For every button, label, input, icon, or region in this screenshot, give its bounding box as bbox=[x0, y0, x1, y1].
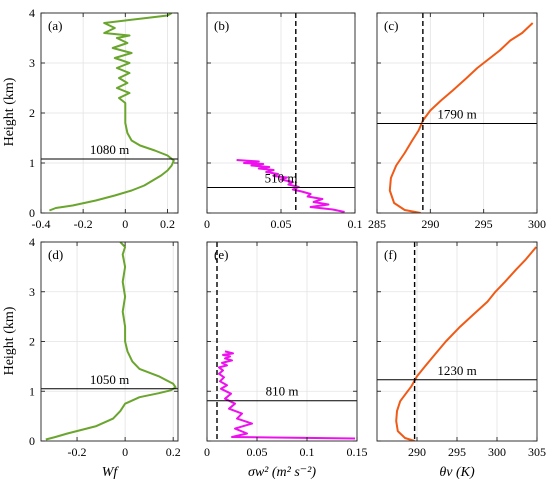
y-axis-label-top: Height (km) bbox=[2, 77, 17, 146]
height-label: 810 m bbox=[266, 384, 299, 399]
panel-f: 1230 m 290 295 300 305 (f) θv (K) bbox=[376, 241, 546, 480]
y-tick-label: 2 bbox=[29, 106, 35, 120]
x-tick-label: 295 bbox=[448, 445, 466, 459]
x-tick-label: 0 bbox=[122, 217, 128, 231]
x-tick-label: 0.2 bbox=[166, 445, 181, 459]
height-label: 1080 m bbox=[90, 142, 129, 157]
x-tick-label: 295 bbox=[475, 217, 493, 231]
series-line bbox=[388, 22, 534, 213]
panel-label: (b) bbox=[214, 18, 229, 33]
x-tick-label: 0.1 bbox=[348, 217, 363, 231]
y-tick-label: 1 bbox=[29, 156, 35, 170]
x-tick-label: 0 bbox=[204, 217, 210, 231]
x-tick-label: -0.4 bbox=[32, 217, 51, 231]
panel-label: (d) bbox=[48, 247, 63, 262]
y-tick-label: 3 bbox=[29, 56, 35, 70]
x-tick-label: 0 bbox=[122, 445, 128, 459]
x-tick-label: 300 bbox=[528, 217, 546, 231]
panel-label: (f) bbox=[384, 247, 397, 262]
height-label: 1230 m bbox=[437, 363, 476, 378]
x-tick-label: -0.2 bbox=[74, 217, 93, 231]
x-tick-label: 290 bbox=[408, 445, 426, 459]
x-tick-label: 300 bbox=[488, 445, 506, 459]
x-axis-label: Wf bbox=[102, 465, 120, 480]
height-label: 1790 m bbox=[437, 107, 476, 122]
y-tick-label: 4 bbox=[29, 6, 35, 20]
y-tick-label: 0 bbox=[29, 434, 35, 448]
x-axis-label: σw² (m² s⁻²) bbox=[248, 465, 316, 480]
y-axis-label-bottom: Height (km) bbox=[2, 306, 17, 375]
x-tick-label: 305 bbox=[528, 445, 546, 459]
x-tick-label: 0.05 bbox=[247, 445, 268, 459]
x-axis-label: θv (K) bbox=[439, 465, 475, 480]
y-tick-label: 0 bbox=[29, 206, 35, 220]
y-tick-label: 3 bbox=[29, 285, 35, 299]
series-line bbox=[218, 350, 356, 440]
panel-label: (a) bbox=[48, 18, 62, 33]
series-line bbox=[236, 159, 345, 213]
x-tick-label: 0 bbox=[204, 445, 210, 459]
x-tick-label: 290 bbox=[421, 217, 439, 231]
panel-e: 810 m 0 0.05 0.1 0.15 (e) σw² (m² s⁻²) bbox=[204, 241, 368, 480]
y-tick-label: 2 bbox=[29, 335, 35, 349]
y-tick-label: 1 bbox=[29, 384, 35, 398]
panel-b: 510 m 0 0.05 0.1 (b) bbox=[204, 12, 363, 231]
series-line bbox=[45, 242, 177, 441]
panel-d: 1050 m -0.2 0 0.2 0 1 2 3 4 (d) Wf bbox=[29, 235, 181, 480]
height-label: 1050 m bbox=[90, 372, 129, 387]
x-tick-label: 285 bbox=[368, 217, 386, 231]
x-tick-label: 0.15 bbox=[347, 445, 368, 459]
x-tick-label: -0.2 bbox=[68, 445, 87, 459]
height-label: 510 m bbox=[265, 171, 298, 186]
series-line bbox=[49, 13, 175, 212]
panel-c: 1790 m 285 290 295 300 (c) bbox=[368, 12, 546, 231]
y-tick-label: 4 bbox=[29, 235, 35, 249]
series-line bbox=[395, 246, 537, 441]
panel-label: (e) bbox=[214, 247, 228, 262]
x-tick-label: 0.05 bbox=[271, 217, 292, 231]
panel-label: (c) bbox=[384, 18, 398, 33]
x-tick-label: 0.2 bbox=[160, 217, 175, 231]
x-tick-label: 0.1 bbox=[300, 445, 315, 459]
panel-a: 1080 m -0.4 -0.2 0 0.2 0 1 2 3 4 (a) bbox=[29, 6, 179, 231]
